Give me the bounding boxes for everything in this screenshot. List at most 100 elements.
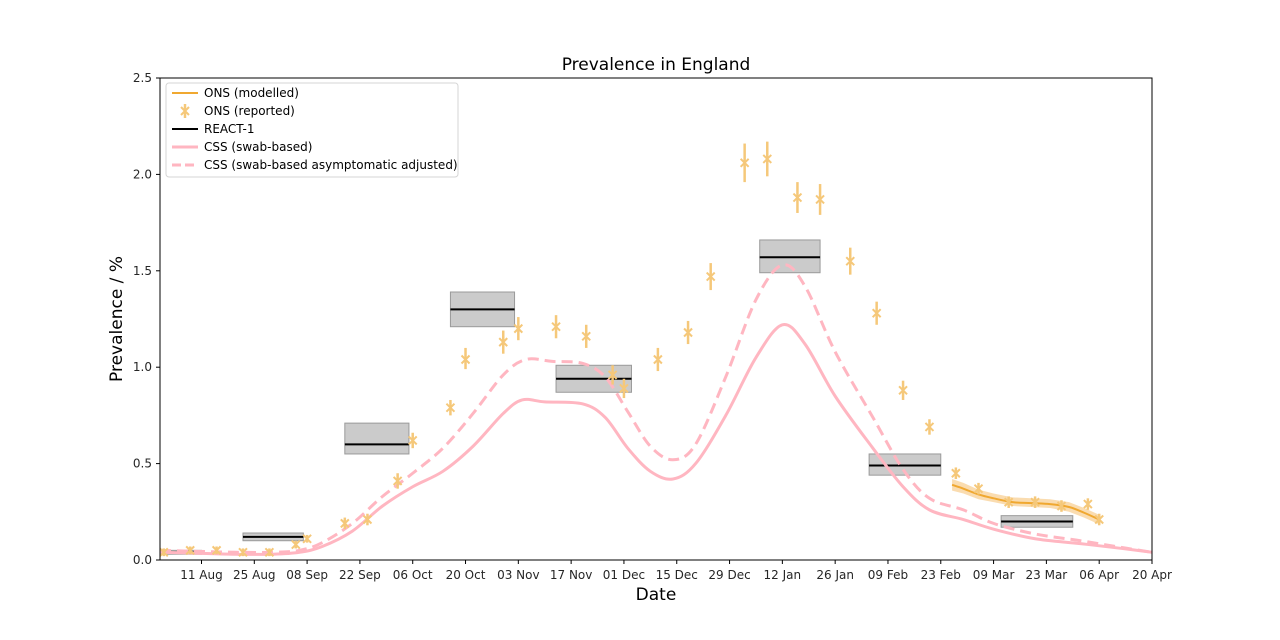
x-axis: 11 Aug 25 Aug 08 Sep 22 Sep 06 Oct 20 Oct 03 N…	[180, 560, 1172, 582]
ons-reported-point-1	[160, 547, 169, 557]
ons-reported-point-8	[340, 517, 350, 530]
ons-reported-marker-b	[607, 370, 618, 380]
x-tick-label-2: 25 Aug	[233, 568, 276, 582]
plot-area	[160, 141, 1152, 557]
ons-reported-point-12	[445, 399, 456, 416]
ons-reported-marker-b	[1094, 514, 1104, 525]
y-axis-title: Prevalence / %	[107, 256, 127, 382]
y-tick-label-6: 2.5	[133, 71, 152, 85]
ons-reported-point-24	[762, 141, 772, 177]
ons-reported-marker-b	[498, 337, 508, 347]
legend-item-4: CSS (swab-based)	[172, 140, 312, 154]
x-tick-label-3: 08 Sep	[286, 568, 328, 582]
y-tick-label-4: 1.5	[133, 264, 152, 278]
ons-reported-point-34	[1030, 496, 1040, 508]
ons-reported-marker-b	[871, 308, 882, 318]
ons-reported-marker-b	[619, 383, 629, 394]
legend-frame	[165, 82, 459, 178]
ons-reported-point-30	[924, 419, 935, 435]
ons-reported-marker-b	[898, 385, 908, 396]
ons-reported-marker-b	[291, 539, 301, 550]
css-swab-based-line	[160, 322, 1152, 556]
ons-reported-marker-b	[1056, 501, 1067, 511]
ons-reported-point-16	[551, 315, 561, 339]
x-tick-label-17: 23 Mar	[1026, 568, 1068, 582]
ons-reported-marker-b	[581, 331, 591, 342]
x-tick-label-5: 06 Oct	[393, 568, 433, 582]
ons-reported-point-32	[973, 482, 984, 495]
ons-reported-point-7	[302, 534, 312, 544]
ons-reported-point-19	[619, 378, 629, 399]
legend-label: CSS (swab-based asymptomatic adjusted)	[204, 158, 458, 172]
ons-reported-marker-b	[238, 547, 248, 557]
x-tick-label-9: 01 Dec	[603, 568, 645, 582]
ons-reported-point-14	[498, 330, 508, 354]
x-tick-label-12: 12 Jan	[764, 568, 802, 582]
ons-reported-marker-b	[739, 158, 750, 168]
legend-item-2: ONS (reported)	[180, 104, 295, 118]
ons-reported-marker-b	[653, 354, 663, 365]
x-tick-label-13: 26 Jan	[816, 568, 854, 582]
ons-reported-point-17	[581, 324, 591, 348]
ons-reported-marker-b	[340, 518, 350, 529]
legend-item-1: ONS (modelled)	[172, 86, 299, 100]
legend: ONS (modelled) ONS (reported) REACT-1 CSS (…	[165, 82, 459, 178]
ons-reported-point-33	[1003, 496, 1014, 508]
ons-reported-marker-b	[160, 547, 169, 557]
y-tick-label-5: 2.0	[133, 167, 152, 181]
ons-reported-point-35	[1056, 500, 1067, 512]
react-ci-box-3	[344, 422, 410, 455]
y-tick-label-2: 0.5	[133, 457, 152, 471]
ons-reported-marker-b	[762, 154, 772, 164]
ons-reported-point-25	[792, 182, 803, 213]
ons-reported-marker-b	[211, 545, 222, 556]
x-axis-title: Date	[636, 585, 677, 605]
ons-reported-marker-b	[264, 547, 275, 557]
ons-reported-point-22	[705, 263, 716, 291]
legend-label: ONS (modelled)	[204, 86, 299, 100]
ons-reported-point-23	[739, 143, 750, 183]
x-tick-label-18: 06 Apr	[1079, 568, 1119, 582]
ons-reported-point-20	[653, 347, 663, 372]
ons-reported-point-28	[871, 301, 882, 325]
ons-reported-marker-b	[513, 323, 524, 334]
ons-reported-point-18	[607, 365, 618, 385]
ons-reported-point-26	[815, 184, 825, 215]
ons-reported-marker-b	[845, 256, 855, 266]
ons-reported-marker-b	[392, 476, 403, 486]
css-asymptomatic-adjusted-line	[160, 263, 1152, 554]
ons-reported-marker-b	[792, 192, 803, 203]
ons-reported-point-10	[392, 473, 403, 489]
legend-item-3: REACT-1	[172, 122, 255, 136]
x-tick-label-6: 20 Oct	[446, 568, 486, 582]
ons-reported-marker-b	[924, 422, 935, 432]
y-tick-label-3: 1.0	[133, 360, 152, 374]
ons-reported-marker-b	[705, 271, 716, 282]
ons-reported-marker-b	[362, 514, 373, 525]
ons-reported-point-29	[898, 380, 908, 400]
ons-reported-marker-b	[951, 468, 961, 478]
ons-modelled-line	[951, 483, 1100, 521]
x-tick-label-14: 09 Feb	[868, 568, 908, 582]
ons-reported-point-37	[1094, 513, 1104, 526]
ons-reported-point-9	[362, 513, 373, 526]
ons-reported-point-2	[185, 545, 195, 556]
y-axis: 0.0 0.5 1.0 1.5 2.0 2.5	[133, 71, 160, 567]
ons-reported-point-4	[238, 547, 248, 557]
ons-reported-point-31	[951, 467, 961, 480]
legend-item-5: CSS (swab-based asymptomatic adjusted)	[172, 158, 458, 172]
ons-reported-marker-b	[1003, 497, 1014, 507]
ons-reported-marker-b	[683, 327, 693, 338]
x-tick-label-19: 20 Apr	[1132, 568, 1172, 582]
ons-reported-point-13	[460, 347, 471, 370]
ons-reported-marker-b	[302, 534, 312, 544]
x-tick-label-16: 09 Mar	[973, 568, 1015, 582]
legend-swatch-marker-b	[180, 106, 190, 116]
legend-label: REACT-1	[204, 122, 255, 136]
y-tick-label-1: 0.0	[133, 553, 152, 567]
ons-reported-marker-b	[815, 194, 825, 205]
ons-reported-point-15	[513, 317, 524, 341]
x-tick-label-7: 03 Nov	[497, 568, 540, 582]
ons-reported-point-21	[683, 320, 693, 345]
